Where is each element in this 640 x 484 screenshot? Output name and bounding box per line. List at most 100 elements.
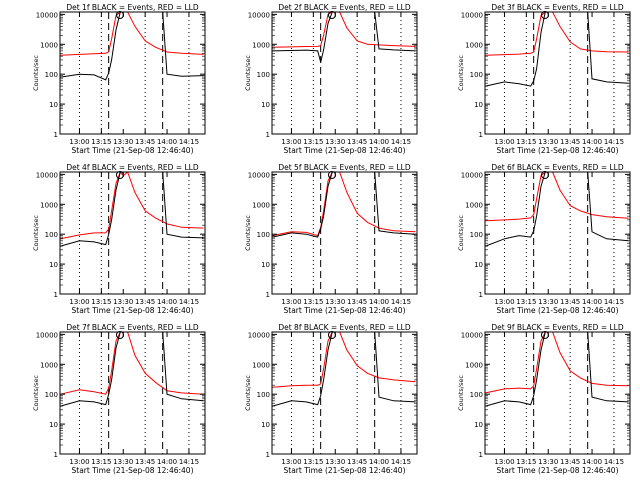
panel-title: Det 6f BLACK = Events, RED = LLD (491, 163, 624, 172)
y-tick-label: 10000 (248, 11, 270, 19)
panel-title: Det 3f BLACK = Events, RED = LLD (491, 3, 624, 12)
x-axis-label: Start Time (21-Sep-08 12:46:40) (72, 146, 194, 155)
x-tick-label: 13:45 (135, 458, 155, 466)
x-tick-label: 14:15 (179, 458, 199, 466)
y-tick-label: 1 (54, 291, 58, 299)
y-axis-label: Counts/sec (457, 55, 465, 91)
y-tick-label: 10000 (461, 331, 483, 339)
x-tick-label: 13:45 (560, 138, 580, 146)
x-tick-label: 13:45 (135, 298, 155, 306)
plot-frame (271, 171, 418, 295)
y-tick-label: 1 (266, 131, 270, 139)
x-tick-label: 14:00 (582, 458, 602, 466)
y-tick-label: 10000 (36, 11, 58, 19)
y-tick-label: 1000 (40, 41, 58, 49)
x-tick-label: 13:45 (347, 458, 367, 466)
x-tick-label: 13:15 (91, 458, 111, 466)
x-tick-label: 13:00 (494, 298, 514, 306)
y-tick-label: 10 (261, 101, 270, 109)
x-tick-label: 13:45 (347, 138, 367, 146)
y-axis-label: Counts/sec (244, 55, 252, 91)
y-axis-label: Counts/sec (457, 215, 465, 251)
plot-frame (59, 331, 206, 455)
panel-title: Det 7f BLACK = Events, RED = LLD (66, 323, 199, 332)
y-axis-label: Counts/sec (32, 215, 40, 251)
x-tick-label: 14:15 (179, 138, 199, 146)
y-tick-label: 10 (261, 421, 270, 429)
x-tick-label: 13:15 (303, 298, 323, 306)
y-axis-label: Counts/sec (32, 375, 40, 411)
x-tick-label: 13:15 (516, 298, 536, 306)
y-tick-label: 100 (45, 391, 58, 399)
plot-frame (59, 11, 206, 135)
y-tick-label: 10000 (461, 171, 483, 179)
x-tick-label: 13:15 (303, 138, 323, 146)
x-tick-label: 13:00 (69, 298, 89, 306)
x-tick-label: 14:00 (582, 138, 602, 146)
panel-title: Det 2f BLACK = Events, RED = LLD (278, 3, 411, 12)
y-tick-label: 100 (470, 231, 483, 239)
panel-title: Det 4f BLACK = Events, RED = LLD (66, 163, 199, 172)
x-tick-label: 13:30 (538, 458, 558, 466)
x-axis-label: Start Time (21-Sep-08 12:46:40) (497, 306, 619, 315)
x-tick-label: 13:00 (69, 138, 89, 146)
y-tick-label: 100 (257, 71, 270, 79)
x-tick-label: 13:00 (69, 458, 89, 466)
y-tick-label: 1000 (40, 201, 58, 209)
y-axis-label: Counts/sec (32, 55, 40, 91)
x-tick-label: 14:15 (391, 298, 411, 306)
panel-title: Det 9f BLACK = Events, RED = LLD (491, 323, 624, 332)
events-series-line (485, 12, 629, 87)
y-tick-label: 1000 (252, 41, 270, 49)
x-tick-label: 13:30 (538, 138, 558, 146)
x-tick-label: 13:00 (281, 138, 301, 146)
panel-2: 1 10 100 1000 10000 13:00 13:15 13:30 13:45 14:00… (244, 3, 418, 155)
y-tick-label: 1000 (252, 361, 270, 369)
plot-frame (484, 171, 631, 295)
y-tick-label: 10000 (248, 171, 270, 179)
panel-5: 1 10 100 1000 10000 13:00 13:15 13:30 13:45 14:00… (244, 163, 418, 315)
x-tick-label: 14:15 (604, 458, 624, 466)
lld-series-line (485, 12, 629, 56)
y-tick-label: 1000 (252, 201, 270, 209)
plot-frame (484, 331, 631, 455)
x-axis-label: Start Time (21-Sep-08 12:46:40) (497, 146, 619, 155)
x-axis-label: Start Time (21-Sep-08 12:46:40) (284, 146, 406, 155)
events-series-line (272, 332, 416, 407)
panel-9: 1 10 100 1000 10000 13:00 13:15 13:30 13:45 14:00… (457, 323, 631, 475)
x-axis-label: Start Time (21-Sep-08 12:46:40) (72, 466, 194, 475)
x-tick-label: 14:00 (157, 298, 177, 306)
panel-7: 1 10 100 1000 10000 13:00 13:15 13:30 13:45 14:00… (32, 323, 206, 475)
x-tick-label: 13:30 (325, 458, 345, 466)
y-tick-label: 100 (45, 71, 58, 79)
x-axis-label: Start Time (21-Sep-08 12:46:40) (497, 466, 619, 475)
events-series-line (60, 12, 204, 81)
y-axis-label: Counts/sec (457, 375, 465, 411)
x-tick-label: 13:30 (325, 138, 345, 146)
lld-series-line (272, 172, 416, 237)
x-tick-label: 13:15 (516, 138, 536, 146)
x-tick-label: 14:15 (179, 298, 199, 306)
y-tick-label: 1 (266, 291, 270, 299)
y-tick-label: 1 (54, 451, 58, 459)
x-tick-label: 13:30 (325, 298, 345, 306)
x-tick-label: 14:00 (157, 138, 177, 146)
x-tick-label: 13:15 (516, 458, 536, 466)
x-tick-label: 14:00 (369, 138, 389, 146)
panel-3: 1 10 100 1000 10000 13:00 13:15 13:30 13:45 14:00… (457, 3, 631, 155)
y-tick-label: 10000 (248, 331, 270, 339)
x-tick-label: 13:45 (560, 458, 580, 466)
x-tick-label: 13:15 (303, 458, 323, 466)
x-tick-label: 14:00 (369, 458, 389, 466)
x-tick-label: 14:00 (369, 298, 389, 306)
x-tick-label: 14:15 (391, 138, 411, 146)
events-series-line (485, 172, 629, 247)
y-tick-label: 1 (479, 451, 483, 459)
x-tick-label: 14:15 (391, 458, 411, 466)
y-tick-label: 100 (45, 231, 58, 239)
events-series-line (272, 12, 416, 63)
panel-title: Det 5f BLACK = Events, RED = LLD (278, 163, 411, 172)
x-tick-label: 13:30 (113, 298, 133, 306)
y-axis-label: Counts/sec (244, 375, 252, 411)
plot-frame (484, 11, 631, 135)
